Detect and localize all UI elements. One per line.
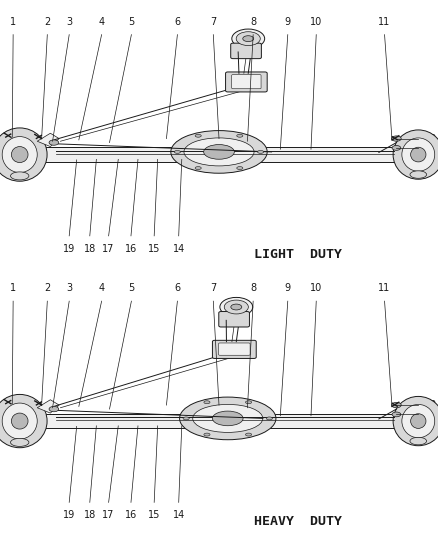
Ellipse shape [393,130,438,179]
Text: 9: 9 [285,283,291,293]
FancyBboxPatch shape [231,43,261,59]
Ellipse shape [258,150,264,154]
Ellipse shape [393,397,438,446]
Text: LIGHT  DUTY: LIGHT DUTY [254,248,342,261]
Ellipse shape [402,405,434,438]
Ellipse shape [410,414,426,429]
Text: 3: 3 [66,283,72,293]
Ellipse shape [174,150,180,154]
Ellipse shape [184,138,254,166]
Text: 18: 18 [84,511,96,520]
Text: 16: 16 [125,244,137,254]
Ellipse shape [193,405,263,432]
Ellipse shape [410,147,426,162]
Text: 12: 12 [425,400,437,410]
Text: 6: 6 [174,283,180,293]
Text: 15: 15 [148,511,160,520]
Text: 4: 4 [99,17,105,27]
Bar [46,414,401,429]
Text: 17: 17 [102,244,115,254]
Ellipse shape [224,300,248,314]
Text: 5: 5 [128,283,134,293]
Ellipse shape [11,172,29,180]
Text: 8: 8 [250,17,256,27]
Ellipse shape [231,304,242,310]
Text: 6: 6 [174,17,180,27]
Ellipse shape [392,402,401,408]
Ellipse shape [410,437,427,445]
Ellipse shape [195,167,201,169]
Ellipse shape [204,433,210,436]
Polygon shape [37,133,59,147]
FancyBboxPatch shape [226,72,267,92]
Ellipse shape [204,144,234,159]
Ellipse shape [11,438,29,447]
Text: 15: 15 [148,244,160,254]
Text: 13: 13 [425,409,437,419]
Ellipse shape [0,128,47,181]
Ellipse shape [11,413,28,429]
Ellipse shape [245,433,251,436]
Ellipse shape [183,417,189,420]
Text: 12: 12 [425,134,437,143]
Text: 13: 13 [425,143,437,153]
Ellipse shape [220,297,253,317]
Ellipse shape [2,136,37,173]
Ellipse shape [232,29,265,49]
Ellipse shape [392,146,401,150]
Text: 11: 11 [378,17,391,27]
Ellipse shape [2,403,37,439]
Polygon shape [37,400,59,413]
Text: 19: 19 [63,244,75,254]
Text: 1: 1 [10,17,16,27]
FancyBboxPatch shape [219,343,250,356]
Text: HEAVY  DUTY: HEAVY DUTY [254,514,342,528]
Ellipse shape [11,147,28,163]
FancyBboxPatch shape [232,75,261,88]
Ellipse shape [0,394,47,448]
Ellipse shape [212,411,243,426]
Text: 8: 8 [250,283,256,293]
Text: 9: 9 [285,17,291,27]
Bar [46,147,401,162]
Ellipse shape [402,138,434,171]
Ellipse shape [410,171,427,178]
Text: 16: 16 [125,511,137,520]
Text: 17: 17 [102,511,115,520]
Text: 14: 14 [173,244,185,254]
Text: 10: 10 [310,283,322,293]
Text: 3: 3 [66,17,72,27]
Text: 7: 7 [210,283,216,293]
Text: 1: 1 [10,283,16,293]
Ellipse shape [171,131,267,173]
Text: 5: 5 [128,17,134,27]
Text: 2: 2 [44,283,50,293]
Ellipse shape [392,136,401,141]
Text: 2: 2 [44,17,50,27]
Text: 14: 14 [173,511,185,520]
FancyBboxPatch shape [219,311,250,327]
Text: 11: 11 [378,283,391,293]
Ellipse shape [237,167,243,169]
Ellipse shape [195,134,201,137]
Text: 4: 4 [99,283,105,293]
Text: 7: 7 [210,17,216,27]
Ellipse shape [236,32,260,46]
Ellipse shape [49,406,59,412]
Ellipse shape [392,412,401,417]
Ellipse shape [49,140,59,146]
Ellipse shape [243,36,254,42]
Text: 19: 19 [63,511,75,520]
Text: 18: 18 [84,244,96,254]
Ellipse shape [237,134,243,137]
Ellipse shape [266,417,272,420]
FancyBboxPatch shape [212,341,256,359]
Ellipse shape [204,401,210,403]
Text: 10: 10 [310,17,322,27]
Ellipse shape [245,401,251,403]
Ellipse shape [180,397,276,440]
